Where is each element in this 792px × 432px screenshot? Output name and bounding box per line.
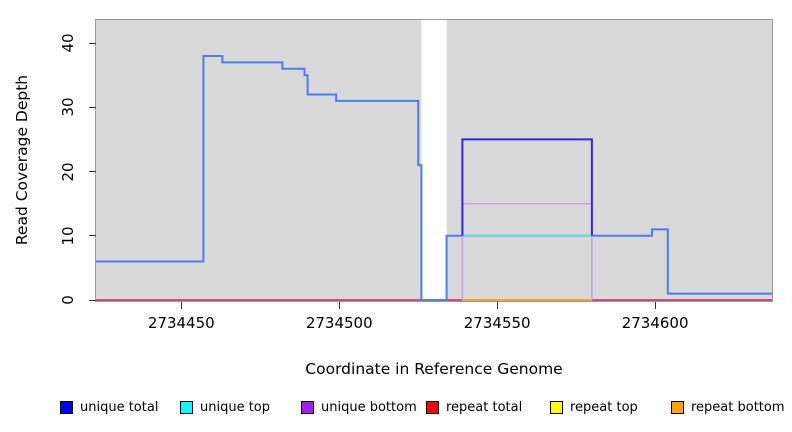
legend-swatch-unique-top-icon (180, 400, 193, 414)
y-tick (89, 42, 96, 44)
legend-swatch-repeat-top-icon (550, 400, 563, 414)
x-tick-label: 2734600 (621, 314, 689, 332)
x-tick-label: 2734500 (305, 314, 373, 332)
legend-label: repeat total (446, 399, 523, 415)
legend-label: repeat bottom (691, 399, 785, 415)
plot-svg (96, 20, 772, 301)
y-tick-label: 20 (59, 162, 77, 182)
series-unique-total (461, 138, 593, 236)
legend-swatch-repeat-total-icon (426, 400, 439, 414)
y-tick-label: 30 (59, 97, 77, 117)
x-tick (654, 302, 656, 309)
legend-item-unique-top: unique top (180, 396, 270, 418)
x-tick (496, 302, 498, 309)
series-coverage-step-line (96, 55, 772, 301)
x-axis-title: Coordinate in Reference Genome (305, 360, 563, 378)
y-tick-label: 0 (59, 295, 77, 305)
legend-swatch-unique-total-icon (60, 400, 73, 414)
legend: unique total unique top unique bottom repea… (0, 396, 792, 420)
legend-swatch-unique-bottom-icon (301, 400, 314, 414)
legend-item-repeat-bottom: repeat bottom (671, 396, 785, 418)
x-tick-label: 2734450 (147, 314, 215, 332)
legend-swatch-repeat-bottom-icon (671, 400, 684, 414)
legend-item-unique-total: unique total (60, 396, 158, 418)
legend-label: unique bottom (321, 399, 417, 415)
y-tick (89, 299, 96, 301)
series-unique-bottom (461, 202, 593, 300)
legend-label: unique total (80, 399, 159, 415)
legend-item-repeat-total: repeat total (426, 396, 522, 418)
legend-item-unique-bottom: unique bottom (301, 396, 417, 418)
x-tick (338, 302, 340, 309)
legend-label: repeat top (570, 399, 638, 415)
y-axis-title: Read Coverage Depth (13, 74, 31, 246)
coverage-gap-band (421, 20, 447, 301)
y-tick (89, 106, 96, 108)
y-tick-label: 10 (59, 226, 77, 246)
legend-item-repeat-top: repeat top (550, 396, 638, 418)
y-tick-label: 40 (59, 33, 77, 53)
y-tick (89, 235, 96, 237)
legend-label: unique top (200, 399, 271, 415)
x-tick (180, 302, 182, 309)
plot-panel (95, 19, 773, 302)
y-tick (89, 171, 96, 173)
x-tick-label: 2734550 (463, 314, 531, 332)
